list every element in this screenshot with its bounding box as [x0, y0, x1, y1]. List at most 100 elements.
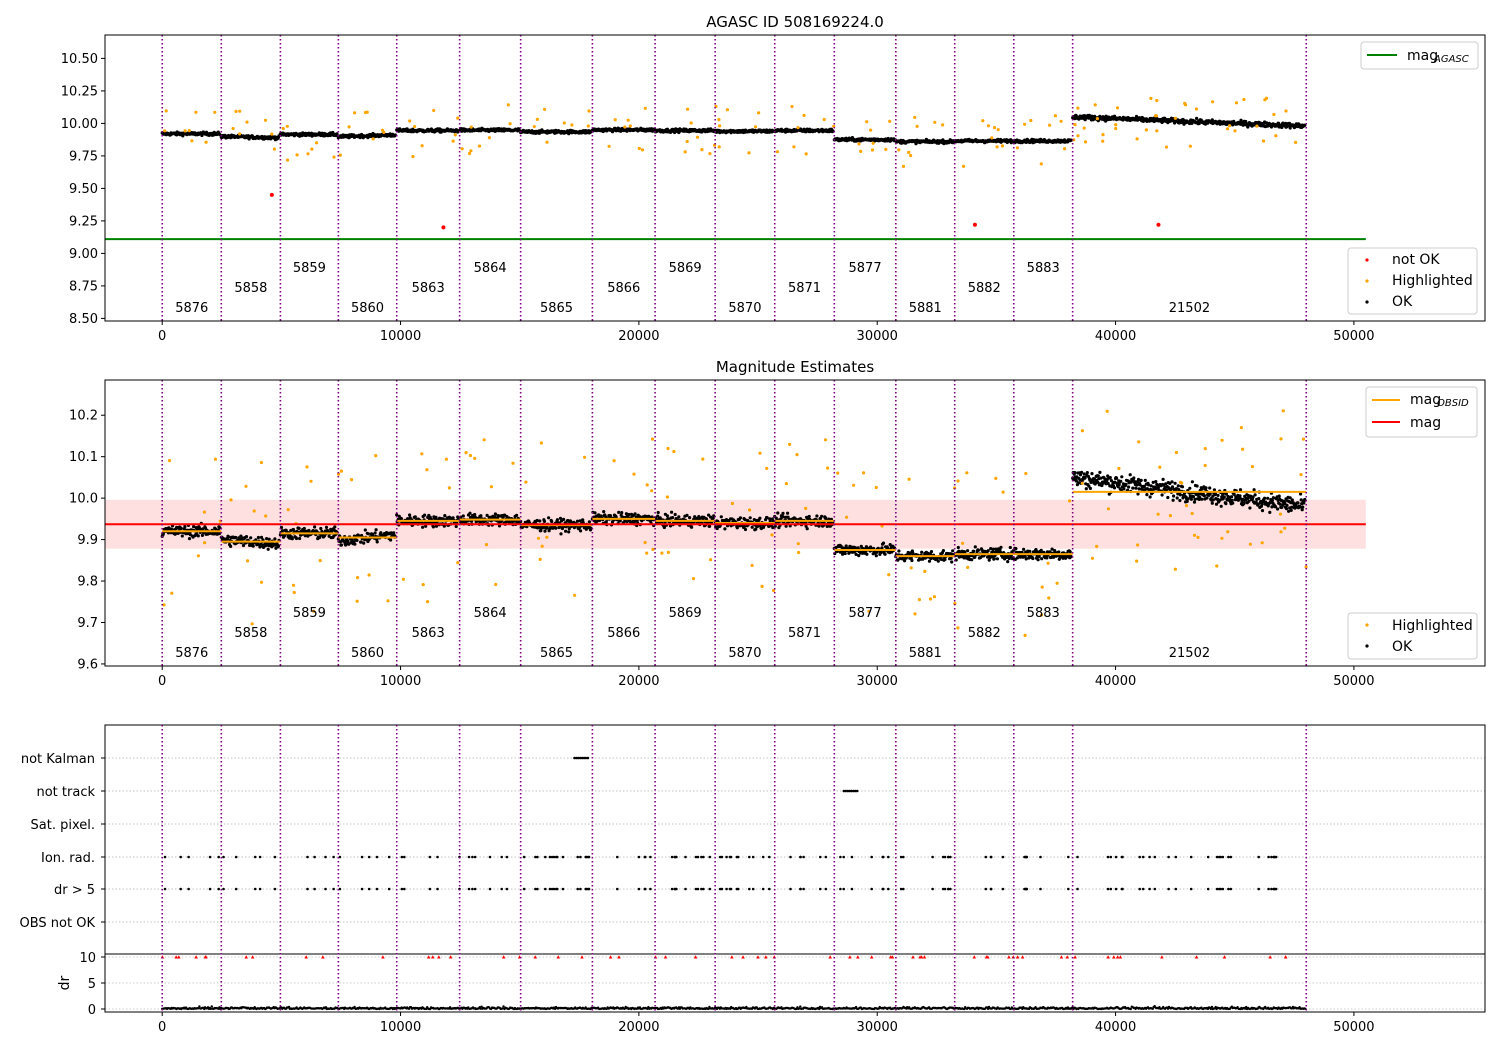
ok-point — [179, 526, 183, 531]
ok-point — [373, 531, 377, 535]
highlighted-point — [1136, 543, 1140, 547]
dr-point — [931, 887, 934, 891]
highlighted-point — [367, 573, 371, 577]
ok-point — [1289, 508, 1293, 512]
highlighted-point — [665, 495, 670, 499]
ok-point — [1088, 486, 1092, 490]
highlighted-point — [804, 152, 808, 156]
obsid-label: 5877 — [849, 606, 882, 621]
highlighted-point — [339, 469, 343, 473]
ok-point — [1285, 503, 1289, 507]
highlighted-point — [511, 461, 515, 465]
ok-point — [635, 519, 639, 523]
ok-point — [943, 557, 947, 562]
highlighted-point — [1153, 114, 1158, 118]
ok-point — [765, 516, 769, 520]
x-tick-label: 50000 — [1333, 329, 1374, 344]
ok-point — [1202, 494, 1206, 498]
obsid-label: 5858 — [234, 626, 267, 641]
obsid-label: 5860 — [351, 301, 384, 316]
ion-rad-point — [400, 855, 404, 859]
ok-point — [750, 525, 754, 529]
highlighted-point — [1001, 490, 1005, 494]
ok-point — [820, 514, 824, 518]
highlighted-point — [845, 515, 849, 519]
ok-point — [413, 515, 417, 519]
ok-point — [735, 526, 739, 530]
highlighted-point — [1279, 530, 1283, 534]
ok-point — [1006, 560, 1010, 564]
ok-point — [324, 525, 329, 530]
ok-point — [1188, 486, 1192, 490]
highlighted-point — [543, 107, 547, 111]
ok-point — [815, 514, 819, 518]
ok-point — [1175, 496, 1179, 500]
ion-rad-point — [222, 855, 225, 859]
highlighted-point — [1211, 100, 1215, 104]
ok-point — [359, 540, 363, 544]
ok-point — [929, 550, 934, 554]
ok-point — [267, 537, 271, 541]
highlighted-point — [888, 119, 892, 123]
highlighted-point — [196, 554, 200, 558]
ok-point — [1148, 495, 1152, 499]
ok-point — [200, 533, 204, 538]
ok-point — [1208, 486, 1212, 490]
ion-rad-point — [1229, 855, 1233, 859]
dr-point — [1106, 887, 1110, 891]
ok-point — [1036, 558, 1040, 562]
dr-point — [1109, 887, 1113, 891]
y-tick-label: 10.00 — [61, 117, 98, 132]
highlighted-point — [1135, 137, 1139, 141]
ok-point — [548, 526, 552, 531]
highlighted-point — [750, 563, 754, 568]
y-tick-label: 8.50 — [69, 312, 98, 327]
ok-point — [1096, 474, 1100, 478]
panel1-frame — [104, 34, 1486, 322]
ok-point — [843, 551, 847, 556]
ok-point — [251, 544, 255, 548]
dr-point — [751, 887, 755, 891]
highlighted-point — [347, 125, 351, 129]
highlighted-point — [170, 591, 174, 595]
highlighted-point — [1294, 140, 1298, 144]
ok-point — [344, 543, 348, 547]
highlighted-point — [401, 577, 405, 581]
ion-rad-point — [850, 855, 854, 859]
highlighted-point — [1226, 530, 1230, 534]
highlighted-point — [623, 125, 627, 129]
ok-point — [936, 559, 940, 563]
highlighted-point — [1029, 118, 1033, 123]
highlighted-point — [917, 598, 922, 602]
ok-point — [897, 549, 901, 553]
not-ok-point — [972, 222, 977, 227]
ok-point — [670, 510, 674, 514]
ok-point — [844, 544, 848, 548]
highlighted-point — [907, 477, 911, 481]
highlighted-point — [1046, 561, 1050, 565]
ok-point — [1120, 475, 1124, 479]
ok-point — [578, 519, 582, 523]
ok-point — [431, 525, 435, 529]
ok-point — [1014, 547, 1018, 551]
highlighted-point — [709, 558, 713, 562]
highlighted-point — [432, 108, 436, 113]
ok-point — [903, 559, 907, 563]
ok-point — [1031, 556, 1035, 561]
highlighted-point — [859, 149, 863, 153]
dr-point — [222, 887, 225, 891]
ok-point — [1139, 478, 1143, 482]
highlighted-point — [765, 466, 769, 470]
ion-rad-point — [1138, 855, 1141, 859]
ok-point — [318, 535, 322, 539]
ok-point — [1178, 498, 1182, 503]
ok-point — [441, 517, 445, 521]
ok-point — [1068, 550, 1072, 554]
ok-point — [1015, 556, 1020, 560]
ok-point — [587, 520, 592, 524]
highlighted-point — [315, 141, 319, 145]
y-tick-label: 9.7 — [77, 616, 98, 631]
ok-point — [256, 535, 260, 540]
ok-point — [617, 510, 621, 514]
highlighted-point — [332, 155, 336, 159]
